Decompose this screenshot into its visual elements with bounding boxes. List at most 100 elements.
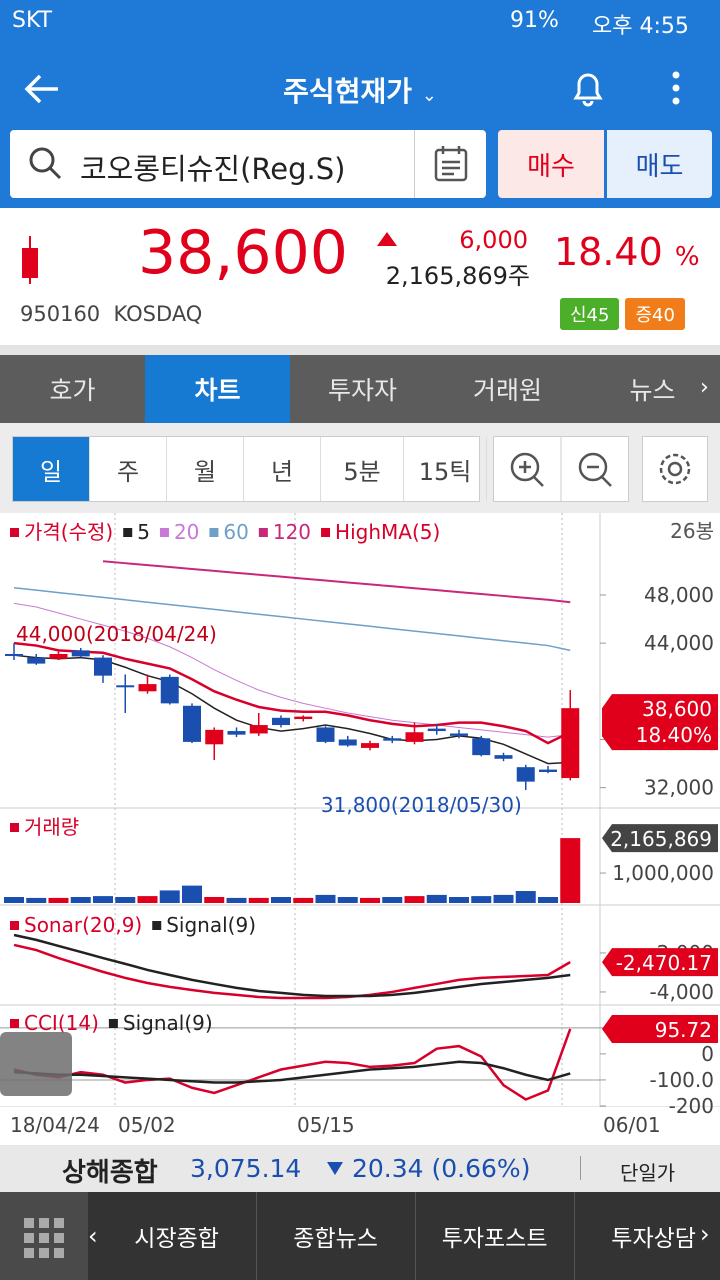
legend-swatch bbox=[10, 528, 19, 537]
volume-bar bbox=[182, 885, 202, 903]
indicator-line bbox=[13, 587, 571, 652]
index-bar bbox=[0, 1145, 720, 1192]
change-rate: 18.40 % bbox=[554, 230, 700, 274]
y-tick-label: 0 bbox=[701, 1042, 714, 1066]
search-icon bbox=[29, 147, 62, 180]
y-tick-label: 1,000,000 bbox=[612, 861, 714, 885]
candle-body bbox=[316, 727, 335, 742]
volume-bar bbox=[70, 897, 91, 903]
zoom-in[interactable] bbox=[510, 452, 544, 487]
current-price: 38,600 bbox=[138, 218, 348, 288]
settings-button[interactable] bbox=[642, 436, 708, 502]
buy-button[interactable]: 매수 bbox=[498, 130, 604, 198]
date-label: 06/01 bbox=[603, 1113, 661, 1137]
tab[interactable]: 거래원 bbox=[472, 376, 542, 405]
divider bbox=[580, 1156, 581, 1180]
candle-body bbox=[539, 769, 557, 773]
candle-body bbox=[249, 725, 268, 734]
legend-label: Signal(9) bbox=[123, 1011, 213, 1035]
nav-next[interactable]: › bbox=[700, 1220, 710, 1248]
indicator-line bbox=[13, 602, 571, 738]
volume-bar bbox=[337, 897, 358, 903]
nav-item[interactable]: 투자상담 bbox=[575, 1192, 720, 1280]
tab[interactable]: 호가 bbox=[49, 376, 96, 405]
legend-swatch bbox=[209, 528, 219, 537]
divider bbox=[414, 130, 415, 198]
volume-bar bbox=[115, 897, 136, 903]
legend-label: Sonar(20,9) bbox=[24, 913, 142, 937]
alarm-button[interactable] bbox=[566, 66, 610, 110]
nav-item[interactable]: 종합뉴스 bbox=[257, 1192, 416, 1280]
period-button[interactable]: 년 bbox=[244, 437, 321, 501]
volume-bar bbox=[159, 890, 180, 903]
value-tag bbox=[602, 948, 718, 977]
legend-swatch bbox=[10, 1019, 19, 1028]
floating-button bbox=[0, 1032, 72, 1096]
candle-body bbox=[160, 676, 179, 704]
volume-bar bbox=[4, 897, 24, 903]
y-tick-label: -100.0 bbox=[650, 1068, 714, 1092]
tab[interactable]: 투자자 bbox=[327, 376, 397, 405]
menu-grid[interactable] bbox=[0, 1192, 88, 1280]
badges: 신45 증40 bbox=[560, 298, 685, 330]
screen-title[interactable]: 주식현재가 ⌄ bbox=[283, 75, 437, 108]
volume-bar bbox=[449, 897, 469, 903]
volume-bar bbox=[293, 897, 314, 903]
tab[interactable]: 뉴스 bbox=[629, 376, 676, 405]
value-tag-label: -2,470.17 bbox=[616, 951, 712, 975]
sell-button[interactable]: 매도 bbox=[607, 130, 712, 198]
value-tag bbox=[602, 1014, 718, 1043]
legend-swatch bbox=[108, 1019, 118, 1028]
legend-label: 가격(수정) bbox=[24, 520, 113, 544]
candle-body bbox=[116, 685, 135, 688]
candle-body bbox=[405, 732, 424, 742]
date-label: 05/15 bbox=[297, 1113, 355, 1137]
zoom-out[interactable] bbox=[578, 452, 612, 487]
calendar-button[interactable] bbox=[432, 144, 470, 184]
legend-label: Signal(9) bbox=[166, 913, 256, 937]
index-name: 상해종합 bbox=[62, 1158, 158, 1188]
y-tick-label: 44,000 bbox=[644, 631, 714, 655]
nav-item[interactable]: 투자포스트 bbox=[416, 1192, 575, 1280]
period-button[interactable]: 일 bbox=[13, 437, 90, 501]
legend-swatch bbox=[123, 528, 133, 537]
candle-body bbox=[183, 705, 201, 742]
candle-body bbox=[450, 733, 468, 736]
candle-body bbox=[272, 717, 290, 726]
price-change: 6,000 bbox=[459, 226, 528, 254]
date-label: 18/04/24 bbox=[10, 1113, 100, 1137]
nav-item[interactable]: 시장종합 bbox=[98, 1192, 257, 1280]
legend-label: 20 bbox=[174, 520, 199, 544]
menu-button[interactable] bbox=[664, 68, 688, 108]
market: KOSDAQ bbox=[113, 302, 203, 326]
nav-prev[interactable]: ‹ bbox=[88, 1222, 98, 1250]
legend-swatch bbox=[258, 528, 268, 537]
legend-swatch bbox=[10, 823, 19, 832]
volume-bar bbox=[271, 897, 291, 903]
tab-more[interactable]: › bbox=[700, 375, 709, 400]
y-tick-label: 48,000 bbox=[644, 583, 714, 607]
candle-body bbox=[227, 731, 246, 735]
y-tick-label: 32,000 bbox=[644, 776, 714, 800]
volume-bar bbox=[226, 897, 247, 903]
volume-bar bbox=[137, 896, 158, 903]
zoom-group bbox=[493, 436, 629, 502]
candle-body bbox=[138, 684, 157, 692]
indicator-line bbox=[13, 943, 571, 1000]
badge: 신45 bbox=[560, 298, 620, 330]
candle-body bbox=[494, 755, 513, 759]
badge: 증40 bbox=[625, 298, 685, 330]
indicator-line bbox=[13, 933, 571, 998]
indicator-line bbox=[13, 641, 571, 745]
candle-body bbox=[205, 729, 224, 745]
period-button[interactable]: 주 bbox=[90, 437, 167, 501]
period-button[interactable]: 월 bbox=[167, 437, 244, 501]
period-button[interactable]: 15틱 bbox=[404, 437, 487, 501]
volume-bar bbox=[560, 838, 581, 903]
tab[interactable]: 차트 bbox=[145, 355, 290, 423]
candle-body bbox=[27, 657, 46, 664]
volume-bar bbox=[538, 897, 558, 903]
back-button[interactable] bbox=[20, 66, 66, 112]
search-box[interactable] bbox=[10, 130, 486, 198]
period-button[interactable]: 5분 bbox=[321, 437, 404, 501]
